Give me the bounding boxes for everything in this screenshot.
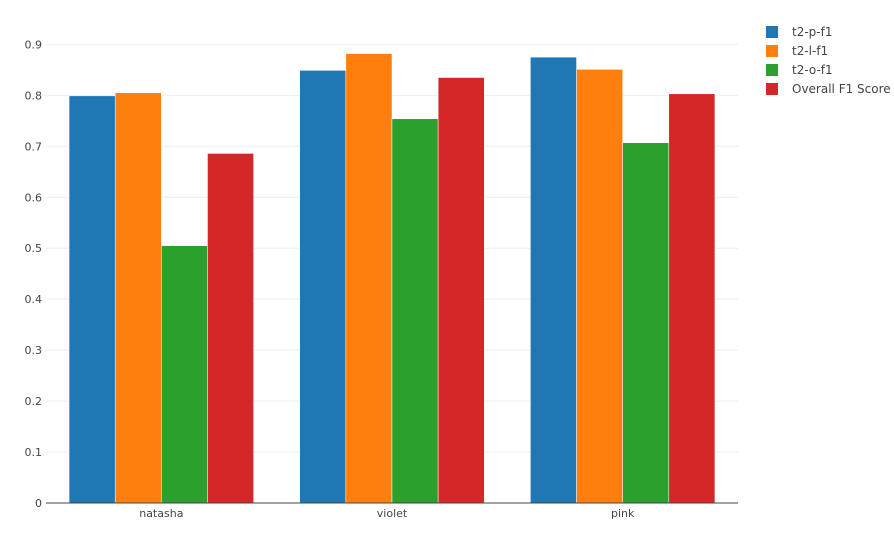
bar-t2-l-f1-violet (345, 53, 393, 504)
x-tick-label: violet (377, 507, 408, 520)
x-tick-label: pink (611, 507, 635, 520)
y-tick-label: 0.3 (25, 344, 43, 357)
bar-overall-f1-score-violet (437, 77, 485, 504)
legend-label: Overall F1 Score (792, 82, 891, 96)
legend-swatch (766, 26, 778, 38)
x-tick-label: natasha (139, 507, 183, 520)
axes: 0 0.1 0.2 0.3 0.4 0.5 0.6 0.7 0.8 0.9 natasha viole… (25, 38, 738, 520)
legend-swatch (766, 45, 778, 57)
y-tick-label: 0.2 (25, 395, 43, 408)
legend-label: t2-l-f1 (792, 44, 828, 58)
bar-t2-o-f1-pink (622, 142, 670, 504)
bar-t2-o-f1-violet (391, 118, 439, 504)
y-tick-label: 0.1 (25, 446, 43, 459)
bar-t2-p-f1-violet (299, 70, 347, 504)
y-tick-label: 0.9 (25, 38, 43, 51)
legend-swatch (766, 83, 778, 95)
y-tick-label: 0.6 (25, 191, 43, 204)
y-tick-label: 0.7 (25, 140, 43, 153)
bar-overall-f1-score-pink (668, 93, 716, 504)
legend-label: t2-p-f1 (792, 25, 832, 39)
bar-t2-l-f1-natasha (114, 92, 162, 504)
y-tick-label: 0.8 (25, 89, 43, 102)
y-tick-label: 0 (35, 497, 42, 510)
bar-t2-l-f1-pink (576, 69, 623, 504)
bar-t2-p-f1-pink (530, 56, 577, 504)
bar-t2-p-f1-natasha (68, 95, 116, 504)
bar-t2-o-f1-natasha (161, 245, 208, 504)
legend-swatch (766, 64, 778, 76)
bars (68, 53, 716, 504)
legend: t2-p-f1 t2-l-f1 t2-o-f1 Overall F1 Score (766, 25, 891, 96)
legend-label: t2-o-f1 (792, 63, 833, 77)
bar-overall-f1-score-natasha (207, 153, 254, 504)
y-tick-label: 0.4 (25, 293, 43, 306)
y-tick-label: 0.5 (25, 242, 43, 255)
